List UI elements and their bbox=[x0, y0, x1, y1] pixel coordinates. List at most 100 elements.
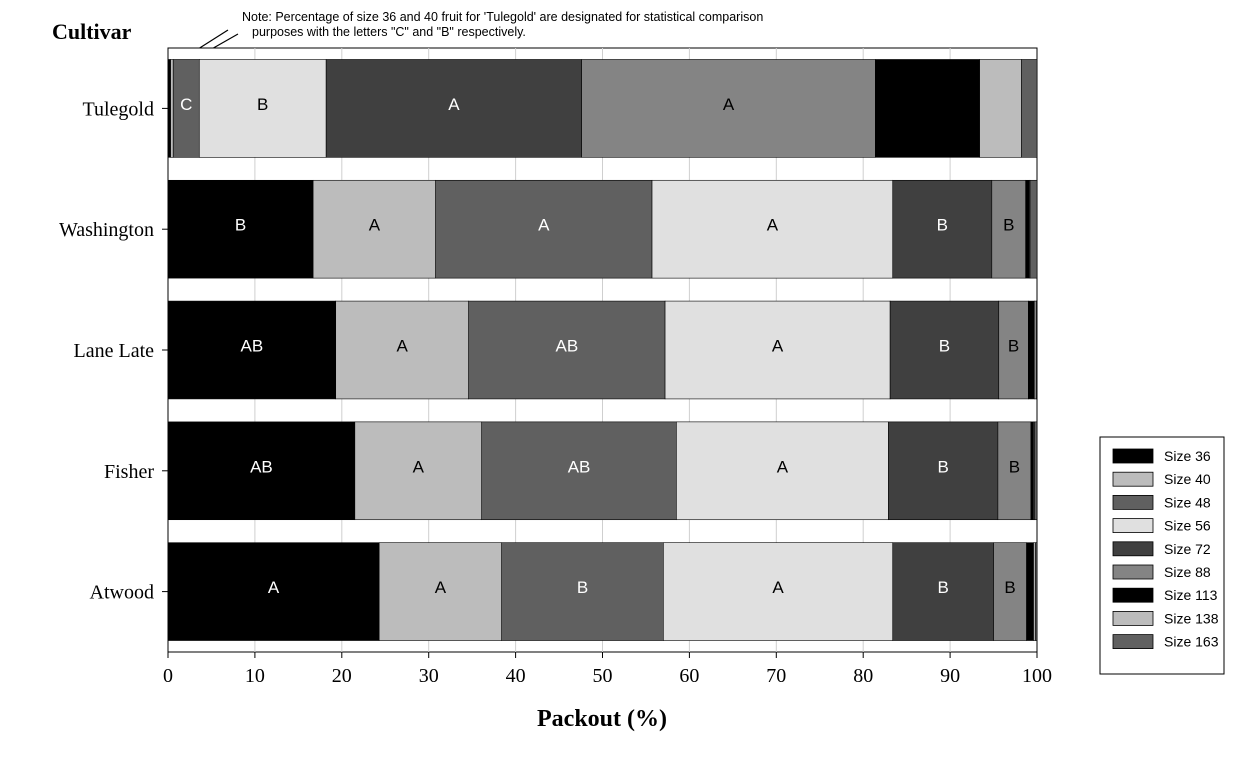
bar-segment bbox=[997, 421, 1032, 521]
bar-data-label: AB bbox=[250, 457, 273, 476]
bar-segment bbox=[993, 542, 1027, 641]
bar-segment bbox=[1034, 542, 1038, 641]
bar-data-label: B bbox=[937, 578, 948, 597]
bar-data-label: B bbox=[937, 216, 948, 235]
bar-data-label: B bbox=[577, 578, 588, 597]
legend-label: Size 40 bbox=[1164, 471, 1211, 487]
bar-segment bbox=[481, 421, 677, 521]
x-tick-label: 40 bbox=[506, 665, 526, 687]
legend-swatch bbox=[1112, 541, 1154, 557]
x-tick-label: 70 bbox=[766, 665, 786, 687]
bar-segment bbox=[1034, 421, 1038, 521]
legend-label: Size 88 bbox=[1164, 564, 1211, 580]
bar-data-label: AB bbox=[556, 336, 579, 355]
bar-segment bbox=[1028, 300, 1035, 400]
bar-data-label: A bbox=[772, 578, 784, 597]
bar-data-label: A bbox=[369, 216, 381, 235]
legend: Size 36 Size 40 Size 48 Size 56 Size 72 Size … bbox=[1099, 436, 1225, 675]
bar-data-label: A bbox=[777, 457, 789, 476]
bar-data-label: A bbox=[772, 336, 784, 355]
bar-segment bbox=[889, 300, 1000, 400]
legend-label: Size 56 bbox=[1164, 518, 1211, 534]
bar-segment bbox=[676, 421, 889, 521]
bar-segment bbox=[325, 59, 582, 158]
bar-segment bbox=[167, 542, 380, 641]
bar-data-label: B bbox=[257, 95, 268, 114]
legend-swatch bbox=[1112, 611, 1154, 626]
bar-segment bbox=[167, 300, 337, 400]
bar-data-label: A bbox=[723, 95, 735, 114]
bar-segment bbox=[378, 542, 502, 641]
bar-data-label: AB bbox=[568, 457, 591, 476]
bar-segment bbox=[892, 179, 993, 279]
bar-data-label: B bbox=[1004, 578, 1015, 597]
bar-segment bbox=[979, 59, 1022, 158]
legend-swatch bbox=[1112, 634, 1154, 649]
legend-label: Size 72 bbox=[1164, 541, 1211, 557]
legend-label: Size 138 bbox=[1164, 610, 1219, 626]
bar-segment bbox=[354, 421, 483, 521]
bar-segment bbox=[875, 59, 980, 158]
bar-segment bbox=[651, 179, 894, 279]
bar-segment bbox=[167, 59, 171, 158]
bar-data-label: B bbox=[235, 216, 246, 235]
legend-label: Size 163 bbox=[1164, 634, 1219, 650]
bar-data-label: A bbox=[538, 216, 550, 235]
bar-segment bbox=[1030, 421, 1034, 521]
legend-label: Size 48 bbox=[1164, 494, 1211, 510]
bar-segment bbox=[468, 300, 666, 400]
bar-segment bbox=[888, 421, 999, 521]
bar-data-label: B bbox=[1009, 457, 1020, 476]
note-line-1: Note: Percentage of size 36 and 40 fruit… bbox=[242, 10, 763, 24]
bar-segment bbox=[1021, 59, 1038, 158]
legend-swatch bbox=[1112, 518, 1154, 533]
bar-segment bbox=[663, 542, 894, 641]
bar-data-label: C bbox=[180, 95, 192, 114]
legend-swatch bbox=[1112, 564, 1154, 580]
x-tick-label: 100 bbox=[1022, 665, 1052, 687]
legend-swatch bbox=[1112, 471, 1154, 487]
bar-segment bbox=[1025, 179, 1030, 279]
bar-segment bbox=[167, 421, 356, 521]
legend-label: Size 36 bbox=[1164, 448, 1211, 464]
bar-data-label: B bbox=[1003, 216, 1014, 235]
bar-segment bbox=[1035, 300, 1038, 400]
x-tick-label: 80 bbox=[853, 665, 873, 687]
x-tick-label: 50 bbox=[593, 665, 613, 687]
legend-swatch bbox=[1112, 448, 1154, 464]
category-label: Atwood bbox=[90, 582, 154, 604]
x-axis-label: Packout (%) bbox=[537, 706, 667, 732]
x-tick-label: 0 bbox=[163, 665, 173, 687]
bar-data-label: A bbox=[448, 95, 460, 114]
bar-segment bbox=[1026, 542, 1034, 641]
category-label: Washington bbox=[59, 219, 154, 241]
x-tick-label: 30 bbox=[419, 665, 439, 687]
x-tick-label: 60 bbox=[679, 665, 699, 687]
bar-segment bbox=[172, 59, 200, 158]
x-tick-label: 90 bbox=[940, 665, 960, 687]
bar-data-label: A bbox=[413, 457, 425, 476]
bar-segment bbox=[335, 300, 469, 400]
x-tick-label: 20 bbox=[332, 665, 352, 687]
category-label: Fisher bbox=[104, 461, 154, 483]
bar-segment bbox=[312, 179, 436, 279]
bar-data-label: A bbox=[435, 578, 447, 597]
bar-segment bbox=[998, 300, 1029, 400]
legend-swatch bbox=[1112, 587, 1154, 603]
bar-data-label: A bbox=[397, 336, 409, 355]
bar-segment bbox=[991, 179, 1027, 279]
bar-data-label: AB bbox=[241, 336, 264, 355]
bar-segment bbox=[1029, 179, 1038, 279]
bar-data-label: A bbox=[767, 216, 779, 235]
category-label: Tulegold bbox=[82, 98, 154, 120]
bar-data-label: A bbox=[268, 578, 280, 597]
bar-segment bbox=[170, 59, 174, 158]
category-label: Lane Late bbox=[74, 340, 155, 362]
bar-segment bbox=[581, 59, 876, 158]
chart-title: Cultivar bbox=[52, 19, 132, 44]
bar-data-label: B bbox=[937, 457, 948, 476]
legend-label: Size 113 bbox=[1164, 587, 1218, 603]
bar-segment bbox=[198, 59, 327, 158]
